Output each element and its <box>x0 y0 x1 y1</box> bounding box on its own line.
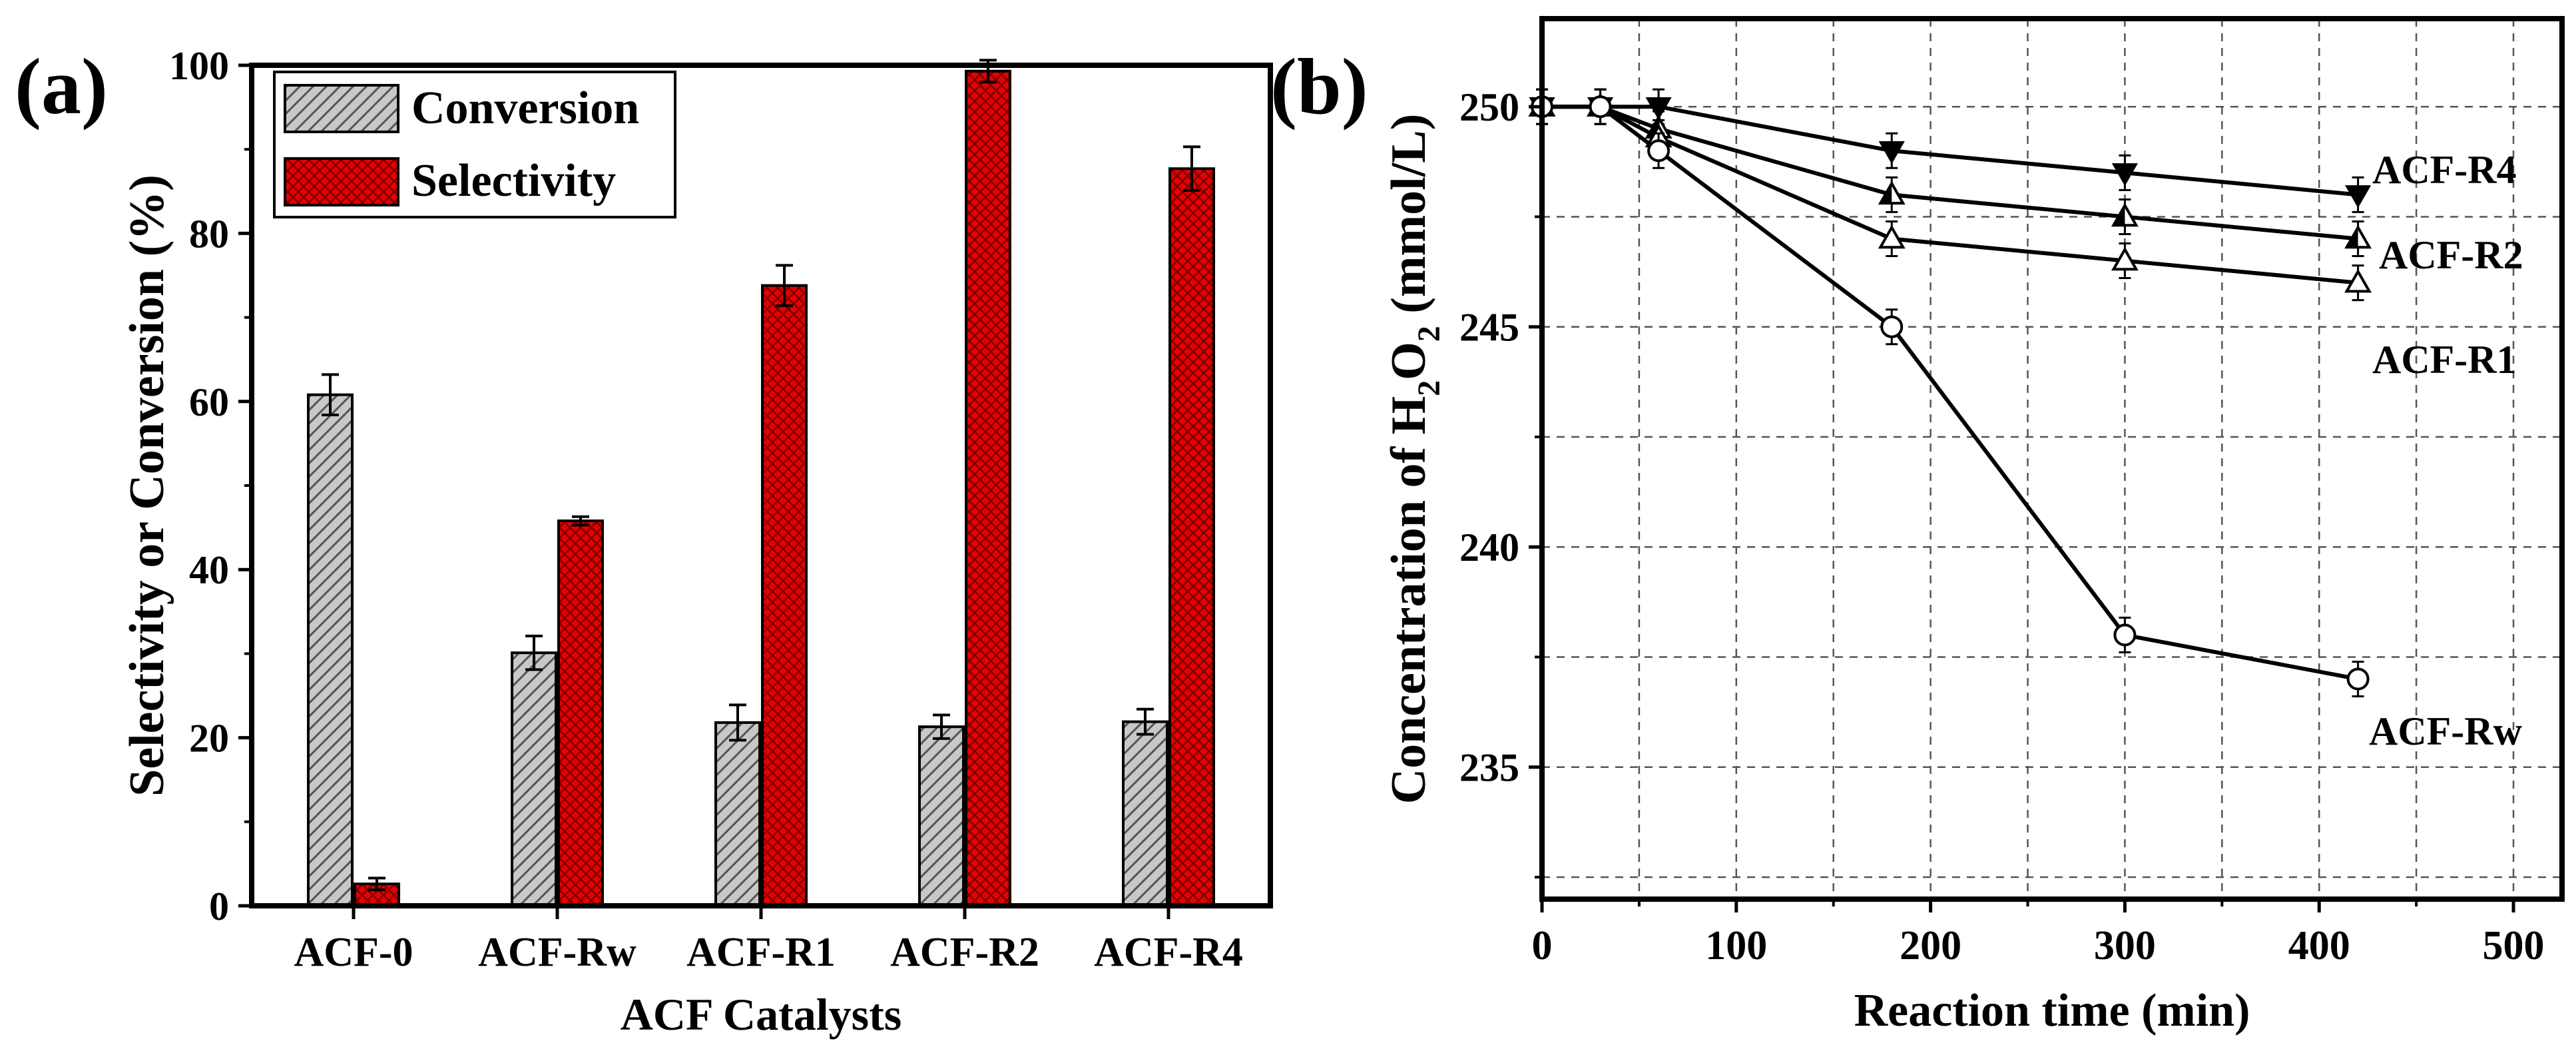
line-acf-rw <box>1542 105 2359 681</box>
point-acf-r2-180-fill <box>1880 183 1892 204</box>
point-acf-rw-420 <box>2346 667 2370 691</box>
errorbar-acf-rw-selectivity <box>572 515 589 527</box>
y-tick-label-240: 240 <box>1459 526 1519 569</box>
panel-b: (b) 235 240 245 250 0 100 200 300 400 500 Reacti… <box>1270 16 2565 1036</box>
bar-acf-r1-selectivity <box>761 284 808 908</box>
x-tick-label-acf-r4: ACF-R4 <box>1094 930 1243 975</box>
series-label-acf-r2: ACF-R2 <box>2379 233 2523 277</box>
point-acf-r4-180 <box>1878 141 1905 165</box>
y-tick-label-250: 250 <box>1459 85 1519 129</box>
panel-a-xlabel: ACF Catalysts <box>621 989 902 1040</box>
bar-acf-rw-conversion <box>511 651 557 907</box>
errorbar-acf-r1-selectivity <box>776 264 793 307</box>
point-acf-r2-300-fill <box>2113 205 2125 226</box>
errorbar-acf-0-selectivity <box>368 877 386 892</box>
errorbar-acf-0-conversion <box>322 373 339 416</box>
legend-label-selectivity: Selectivity <box>411 155 616 206</box>
y-tick-label-20: 20 <box>189 717 229 761</box>
x-tick-label-200: 200 <box>1900 923 1961 968</box>
bar-acf-r2-selectivity <box>965 69 1011 908</box>
panel-a-legend: Conversion Selectivity <box>273 71 676 218</box>
bar-acf-r4-selectivity <box>1168 167 1215 908</box>
panel-a-label: (a) <box>15 42 108 131</box>
legend-swatch-conversion <box>284 84 399 133</box>
x-tick-label-acf-0: ACF-0 <box>294 930 413 975</box>
legend-label-conversion: Conversion <box>411 83 639 134</box>
panel-b-yticks: 235 240 245 250 <box>1459 85 1542 879</box>
y-tick-label-0: 0 <box>209 884 229 928</box>
panel-b-grid <box>1542 19 2562 899</box>
panel-a-errorbars <box>322 59 1200 892</box>
bar-acf-0-conversion <box>307 393 354 907</box>
point-acf-r1-300 <box>2111 246 2139 271</box>
panel-a: (a) 0 20 40 60 80 100 ACF-0 ACF-Rw ACF-R1 ACF-R2… <box>15 42 1273 1040</box>
y-tick-label-245: 245 <box>1459 306 1519 350</box>
point-acf-r1-180 <box>1878 224 1906 249</box>
x-tick-label-100: 100 <box>1705 923 1767 968</box>
panel-b-xlabel: Reaction time (min) <box>1854 985 2250 1036</box>
panel-a-yticks: 0 20 40 60 80 100 <box>169 44 252 928</box>
point-acf-rw-300 <box>2113 623 2137 647</box>
x-tick-label-acf-r2: ACF-R2 <box>890 930 1039 975</box>
panel-a-ylabel: Selectivity or Conversion (%) <box>120 175 174 797</box>
y-tick-label-235: 235 <box>1459 746 1519 790</box>
y-tick-label-40: 40 <box>189 548 229 592</box>
panel-a-xticks: ACF-0 ACF-Rw ACF-R1 ACF-R2 ACF-R4 <box>294 906 1243 975</box>
point-acf-r4-60 <box>1645 97 1672 121</box>
panel-b-frame <box>1539 16 2565 902</box>
point-acf-r2-420 <box>2344 224 2372 249</box>
x-tick-label-0: 0 <box>1532 923 1553 968</box>
x-tick-label-acf-r1: ACF-R1 <box>686 930 836 975</box>
series-label-acf-r1: ACF-R1 <box>2372 338 2517 382</box>
point-acf-r4-420 <box>2345 185 2372 208</box>
x-tick-label-500: 500 <box>2483 923 2545 968</box>
errorbar-acf-r4-selectivity <box>1183 145 1200 192</box>
errorbar-acf-r4-conversion <box>1137 707 1154 736</box>
y-tick-label-60: 60 <box>189 380 229 424</box>
series-label-acf-rw: ACF-Rw <box>2369 709 2523 753</box>
errorbar-acf-r1-conversion <box>729 703 746 742</box>
x-tick-label-400: 400 <box>2288 923 2350 968</box>
point-acf-r2-180 <box>1878 180 1906 205</box>
panel-b-markers <box>1528 88 2372 697</box>
series-label-acf-r4: ACF-R4 <box>2372 148 2517 192</box>
x-tick-label-acf-rw: ACF-Rw <box>478 930 637 975</box>
point-acf-r4-300 <box>2111 163 2139 186</box>
y-tick-label-100: 100 <box>169 44 229 88</box>
bar-acf-r4-conversion <box>1122 720 1168 907</box>
panel-b-xticks: 0 100 200 300 400 500 <box>1532 899 2545 968</box>
errorbar-acf-rw-conversion <box>525 634 543 671</box>
bar-acf-rw-selectivity <box>557 520 604 907</box>
errorbar-acf-r2-conversion <box>933 713 950 740</box>
panel-b-ylabel: Concentration of H2O2 (mmol/L) <box>1382 114 1447 805</box>
bar-acf-r2-conversion <box>918 725 965 907</box>
panel-b-lines <box>1542 105 2359 681</box>
point-acf-rw-30 <box>1589 95 1612 119</box>
y-tick-label-80: 80 <box>189 212 229 256</box>
point-acf-r1-420 <box>2344 268 2372 293</box>
point-acf-rw-60 <box>1647 139 1671 163</box>
point-acf-r2-300 <box>2111 202 2139 227</box>
panel-b-label: (b) <box>1270 42 1368 131</box>
x-tick-label-300: 300 <box>2094 923 2156 968</box>
point-acf-rw-180 <box>1880 315 1904 338</box>
bar-acf-r1-conversion <box>714 721 761 908</box>
point-acf-r2-420-fill <box>2346 227 2358 248</box>
legend-swatch-selectivity <box>284 157 399 206</box>
